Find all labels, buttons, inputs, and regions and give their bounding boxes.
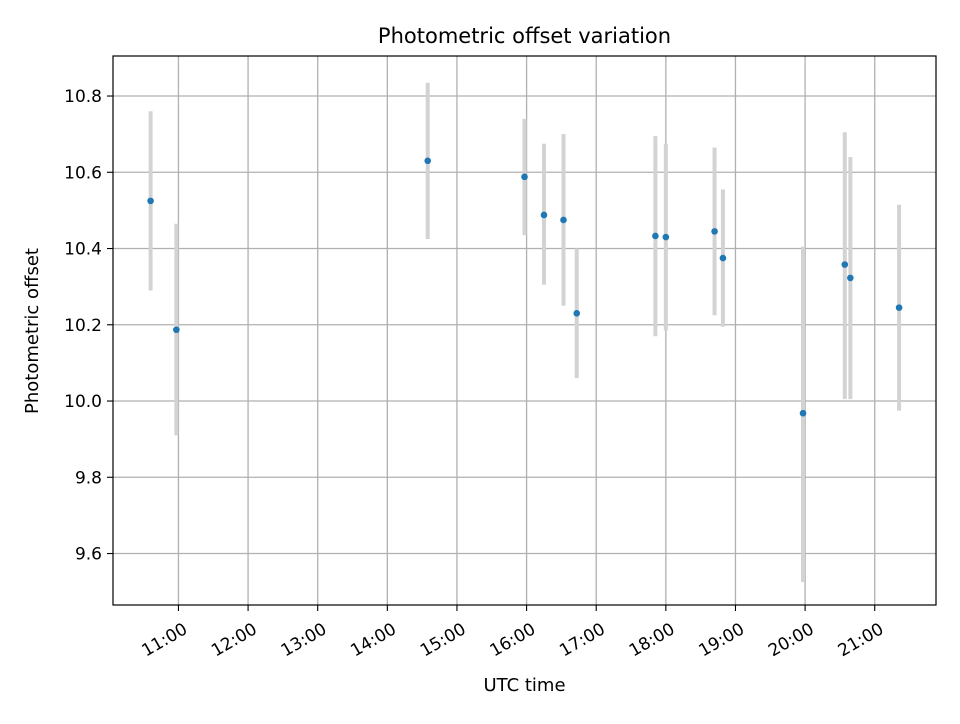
data-point — [560, 216, 567, 224]
chart-title: Photometric offset variation — [378, 24, 671, 48]
plot-frame — [112, 55, 937, 606]
y-axis-label: Photometric offset — [22, 248, 43, 414]
y-tick-label: 9.8 — [75, 468, 102, 488]
tick-label-layer: 11:00 12:00 13:00 14:00 15:00 16:00 17:00 18:00… — [64, 87, 887, 661]
data-point — [573, 310, 581, 317]
data-point — [847, 274, 854, 282]
x-tick-label: 15:00 — [417, 619, 469, 661]
x-tick-label: 17:00 — [556, 619, 608, 661]
data-point — [711, 228, 718, 235]
data-point — [173, 326, 180, 334]
y-tick-label: 10.6 — [64, 163, 102, 183]
data-point — [662, 233, 670, 241]
data-point — [719, 254, 727, 262]
errorbar-layer — [148, 82, 902, 583]
data-point — [540, 211, 548, 219]
x-tick-label: 18:00 — [626, 619, 678, 661]
x-tick-label: 21:00 — [835, 619, 887, 661]
tick-layer — [107, 95, 876, 611]
data-point — [799, 409, 807, 417]
y-tick-label: 10.2 — [64, 316, 102, 336]
data-point — [521, 173, 528, 181]
x-tick-label: 11:00 — [139, 619, 191, 661]
data-point — [424, 157, 432, 165]
point-layer — [147, 157, 903, 417]
x-axis-label: UTC time — [483, 675, 565, 696]
x-tick-label: 14:00 — [347, 619, 399, 661]
y-tick-label: 10.0 — [64, 392, 102, 412]
y-tick-label: 10.8 — [64, 87, 102, 107]
data-point — [895, 304, 903, 311]
data-point — [652, 232, 659, 240]
y-tick-label: 10.4 — [64, 240, 102, 260]
data-point — [841, 261, 849, 268]
x-tick-label: 19:00 — [696, 619, 748, 661]
data-point — [147, 197, 154, 205]
y-tick-label: 9.6 — [75, 545, 102, 565]
x-tick-label: 20:00 — [765, 619, 817, 661]
x-tick-label: 16:00 — [487, 619, 539, 661]
x-tick-label: 12:00 — [208, 619, 260, 661]
x-tick-label: 13:00 — [278, 619, 330, 661]
